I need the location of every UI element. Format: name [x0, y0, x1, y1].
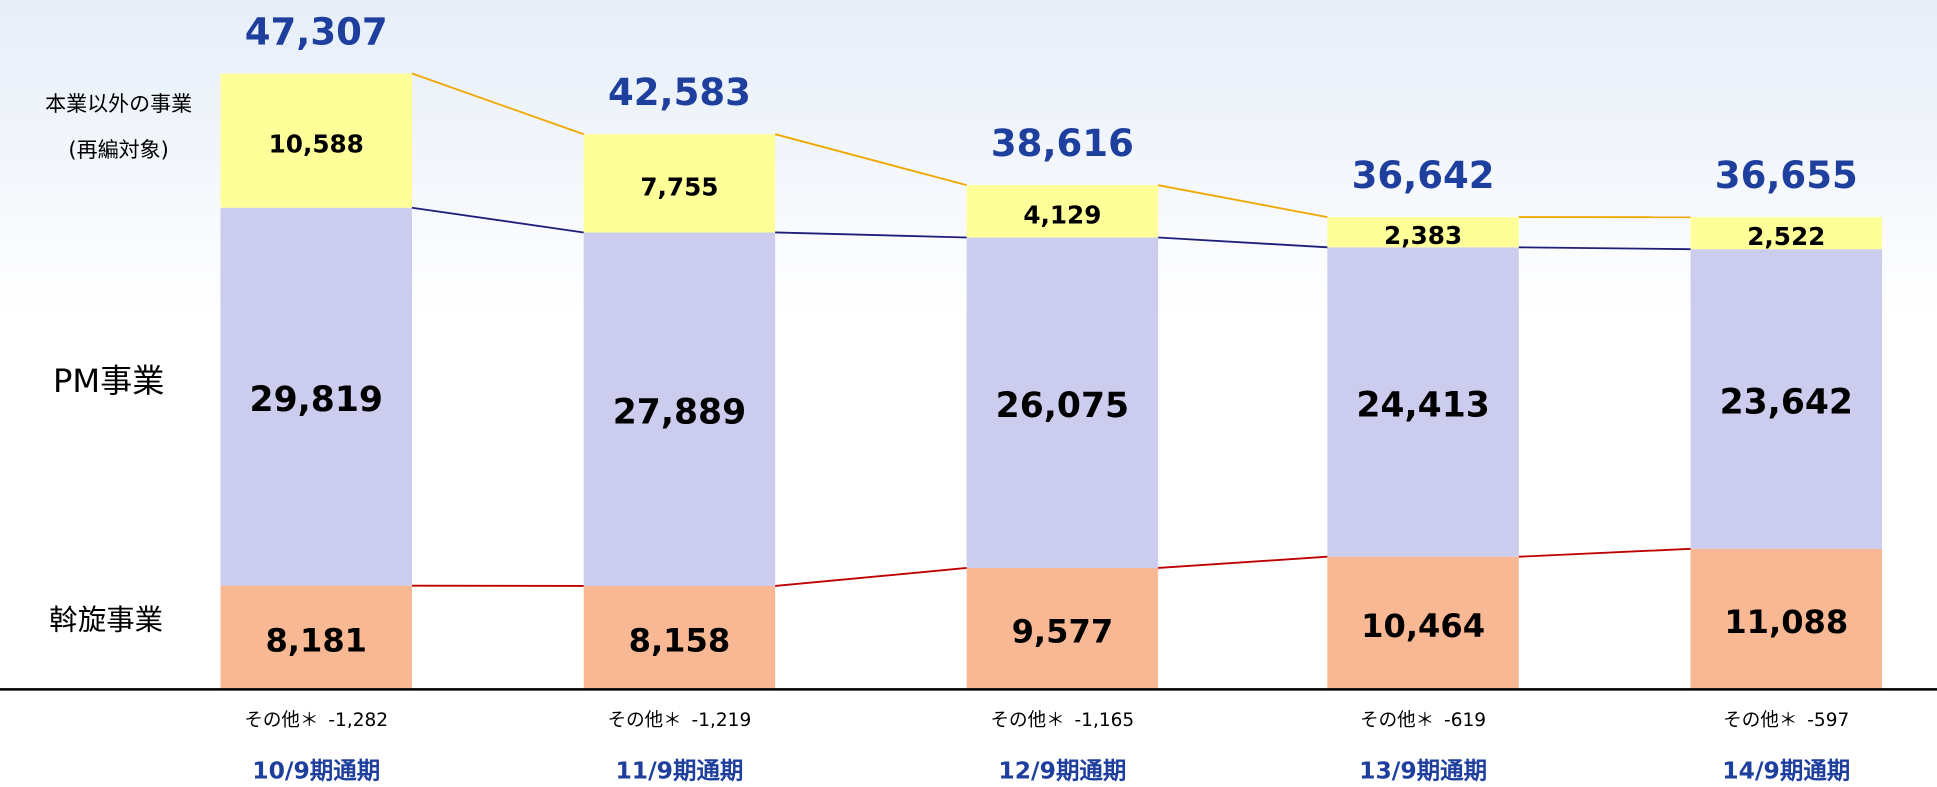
other-name: その他＊ — [1723, 710, 1797, 731]
total-label: 38,616 — [991, 122, 1134, 165]
x-tick-label: 14/9期通期 — [1722, 757, 1850, 785]
bar-segment — [966, 567, 1159, 690]
x-tick-label: 12/9期通期 — [998, 757, 1126, 785]
bar-segment — [220, 585, 412, 690]
segment-label: 10,588 — [269, 130, 364, 159]
bar-segment — [1690, 548, 1883, 690]
x-tick-label: 11/9期通期 — [615, 757, 743, 785]
other-value: -1,282 — [328, 710, 388, 731]
other-value: -597 — [1807, 710, 1849, 731]
other-value: -1,165 — [1075, 710, 1135, 731]
segment-label: 4,129 — [1023, 200, 1101, 229]
other-label: その他＊ -597 — [1723, 710, 1849, 731]
other-label: その他＊ -619 — [1360, 710, 1486, 731]
segment-label: 8,158 — [629, 622, 731, 660]
connector — [1518, 246, 1691, 251]
connector — [411, 72, 585, 136]
bar-segment — [966, 185, 1159, 238]
other-name: その他＊ — [991, 710, 1065, 731]
segment-label: 8,181 — [265, 621, 367, 659]
x-tick-label: 13/9期通期 — [1359, 757, 1487, 785]
bar-segment — [966, 237, 1159, 568]
segment-label: 27,889 — [613, 393, 746, 433]
segment-label: 9,577 — [1012, 613, 1114, 651]
other-label: その他＊ -1,165 — [991, 710, 1135, 731]
connector — [774, 133, 967, 187]
bar-segment — [1327, 556, 1519, 690]
bar-segment — [1690, 249, 1883, 549]
segment-label: 23,642 — [1720, 382, 1853, 422]
legend-label: 本業以外の事業 — [45, 92, 192, 116]
connector — [411, 206, 584, 234]
bar-segment — [583, 585, 776, 690]
total-label: 47,307 — [245, 11, 388, 54]
bar-segment — [220, 207, 412, 586]
segment-label: 7,755 — [640, 172, 718, 201]
segment-label: 29,819 — [250, 380, 383, 420]
bar-segment — [1327, 217, 1519, 248]
bar-segment — [1690, 217, 1883, 250]
connector — [1158, 555, 1328, 569]
legend-label: PM事業 — [53, 362, 164, 400]
total-label: 36,642 — [1352, 154, 1495, 197]
segment-label: 2,383 — [1384, 221, 1462, 250]
x-tick-label: 10/9期通期 — [252, 757, 380, 785]
other-value: -619 — [1444, 710, 1486, 731]
bar-segment — [583, 134, 776, 233]
other-name: その他＊ — [244, 710, 318, 731]
connector — [1518, 547, 1691, 558]
other-name: その他＊ — [1360, 710, 1434, 731]
other-value: -1,219 — [692, 710, 752, 731]
other-label: その他＊ -1,282 — [244, 710, 388, 731]
connector — [1157, 184, 1328, 219]
total-label: 42,583 — [608, 71, 751, 114]
bar-segment — [1327, 247, 1519, 557]
legend-label: 斡旋事業 — [49, 603, 163, 636]
segment-label: 2,522 — [1747, 222, 1825, 251]
connector — [1158, 236, 1328, 249]
other-label: その他＊ -1,219 — [608, 710, 752, 731]
segment-label: 24,413 — [1356, 385, 1489, 425]
legend-note: (再編対象) — [68, 138, 168, 162]
connector — [775, 231, 967, 239]
bar-segment — [583, 232, 776, 586]
segment-label: 26,075 — [996, 386, 1129, 426]
segment-label: 11,088 — [1724, 603, 1848, 641]
connector — [775, 567, 967, 587]
bar-segment — [220, 73, 412, 208]
other-name: その他＊ — [608, 710, 682, 731]
total-label: 36,655 — [1715, 154, 1858, 197]
segment-label: 10,464 — [1361, 607, 1485, 645]
